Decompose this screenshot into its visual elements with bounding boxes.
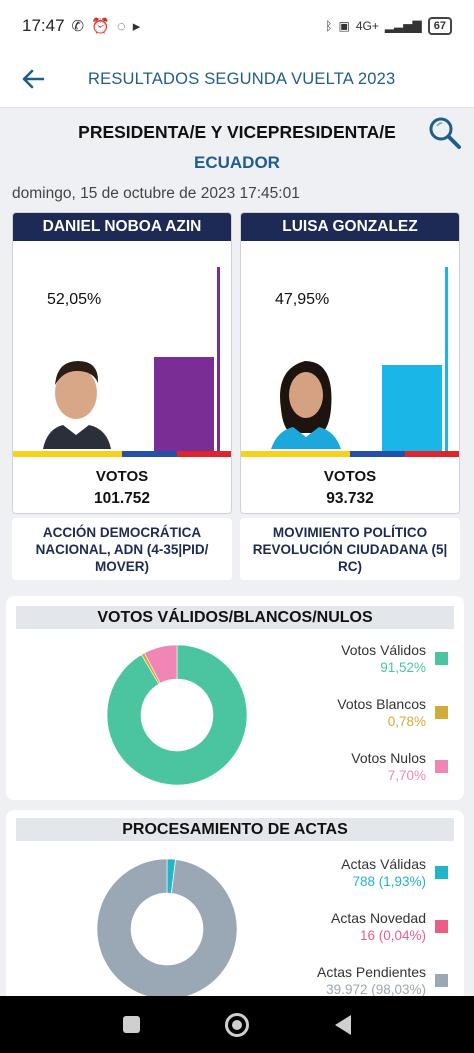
legend-label: Votos Válidos [341,642,426,658]
votes-label: VOTOS [323,468,377,485]
status-time: 17:47 [22,16,65,35]
candidate-photo [271,349,341,449]
party-label: MOVIMIENTO POLÍTICO REVOLUCIÓN CIUDADANA… [240,518,460,580]
volte-icon: ▣ [338,19,350,33]
legend-actas-pendientes: Actas Pendientes 39.972 (98,03%) [317,964,448,997]
candidate-percent: 52,05% [47,291,102,308]
legend-swatch [435,706,448,719]
play-icon: ▸ [132,18,141,35]
app-title: RESULTADOS SEGUNDA VUELTA 2023 [88,70,396,88]
status-bar: 17:47 ✆ ⏰ ◌ ▸ ᛒ ▣ 4G+ ▂▃▅▇ 67 [0,0,474,52]
missed-call-icon: ✆ [71,18,85,35]
signal-icon: ▂▃▅▇ [384,19,422,33]
actas-panel-title: PROCESAMIENTO DE ACTAS [16,818,454,841]
legend-label: Votos Blancos [337,696,426,712]
page-title: PRESIDENTA/E Y VICEPRESIDENTA/E [78,122,396,142]
back-arrow-icon[interactable] [0,65,66,95]
candidate-bar [154,357,214,451]
donut-slice-votos-nulos [144,644,178,684]
candidate-bar [382,365,442,451]
party-label: ACCIÓN DEMOCRÁTICA NACIONAL, ADN (4-35|P… [12,518,232,580]
legend-votos-blancos: Votos Blancos 0,78% [337,696,448,729]
candidate-card-gonzalez[interactable]: LUISA GONZALEZ 47,95% VOTOS 93.732 [240,212,460,514]
legend-value: 788 (1,93%) [352,874,426,889]
whatsapp-icon: ◌ [116,17,126,35]
search-icon[interactable] [428,116,462,150]
actas-donut-chart [96,858,238,1000]
actas-panel: PROCESAMIENTO DE ACTAS Actas Válidas 788… [6,810,464,1000]
flag-strip [13,451,231,457]
legend-label: Actas Válidas [341,856,426,872]
candidate-bar-line [445,267,448,451]
legend-value: 39.972 (98,03%) [326,982,426,997]
legend-swatch [435,760,448,773]
legend-value: 7,70% [387,768,426,783]
legend-label: Actas Pendientes [317,964,426,980]
votes-count: 93.732 [326,490,374,507]
votes-label: VOTOS [95,468,149,485]
legend-actas-novedad: Actas Novedad 16 (0,04%) [331,910,448,943]
donut-slice-votos-válidos [106,644,248,786]
legend-value: 0,78% [387,714,426,729]
candidate-name: LUISA GONZALEZ [241,213,459,241]
legend-swatch [435,920,448,933]
candidate-photo [43,349,113,449]
votes-panel: VOTOS VÁLIDOS/BLANCOS/NULOS Votos Válido… [6,596,464,800]
bluetooth-icon: ᛒ [325,19,333,33]
legend-votos-nulos: Votos Nulos 7,70% [351,750,448,783]
back-button[interactable] [335,1014,352,1035]
region-label: ECUADOR [194,153,280,172]
candidate-bar-line [217,267,220,451]
system-nav-bar [0,996,474,1053]
legend-label: Votos Nulos [351,750,426,766]
legend-votos-validos: Votos Válidos 91,52% [341,642,448,675]
candidate-card-noboa[interactable]: DANIEL NOBOA AZIN 52,05% VOTOS 101.752 [12,212,232,514]
legend-actas-validas: Actas Válidas 788 (1,93%) [341,856,448,889]
alarm-icon: ⏰ [91,18,110,35]
recents-button[interactable] [122,1016,140,1033]
legend-label: Actas Novedad [331,910,426,926]
app-bar: RESULTADOS SEGUNDA VUELTA 2023 [0,52,474,108]
results-datetime: domingo, 15 de octubre de 2023 17:45:01 [12,185,300,202]
legend-swatch [435,974,448,987]
votes-panel-title: VOTOS VÁLIDOS/BLANCOS/NULOS [16,606,454,629]
network-label: 4G+ [355,19,379,33]
legend-value: 91,52% [380,660,426,675]
legend-swatch [435,866,448,879]
votes-count: 101.752 [93,490,151,507]
legend-value: 16 (0,04%) [359,928,426,943]
battery-icon: 67 [427,17,452,35]
legend-swatch [435,652,448,665]
home-button[interactable] [225,1012,250,1037]
candidate-name: DANIEL NOBOA AZIN [13,213,231,241]
flag-strip [241,451,459,457]
candidate-percent: 47,95% [275,291,330,308]
votes-donut-chart [106,644,248,786]
donut-slice-actas-pendientes [96,858,238,1000]
